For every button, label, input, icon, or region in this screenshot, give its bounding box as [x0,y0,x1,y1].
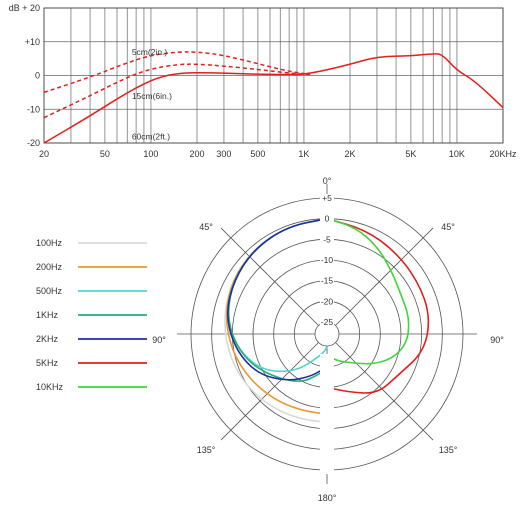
legend-label: 2KHz [36,334,59,344]
x-tick-label: 2K [344,149,355,159]
polar-spoke [335,342,434,441]
polar-curve-2khz [227,217,328,381]
polar-spoke [220,227,319,326]
legend-label: 1KHz [36,310,59,320]
angle-label: 45° [199,222,213,232]
legend-label: 500Hz [36,286,63,296]
radial-tick-label: -15 [321,276,334,286]
series-line-1 [43,51,311,94]
x-tick-label: 1K [298,149,309,159]
polar-curve-10khz [326,217,410,365]
y-tick-label: +10 [25,37,40,47]
curve-annotation: 15cm(6in.) [132,91,172,101]
x-tick-label: 100 [143,149,158,159]
radial-tick-label: 0 [325,214,330,224]
legend-label: 200Hz [36,262,63,272]
angle-label: 0° [323,176,332,186]
legend-label: 5KHz [36,358,59,368]
curve-annotation: 60cm(2ft.) [132,131,170,141]
x-tick-label: 5K [405,149,416,159]
polar-pattern-chart: +5 0 -5 -10 -15 -20 -25 0° 45° 90° 135° 180° 135° 90°… [152,176,504,503]
angle-label: 45° [441,222,455,232]
polar-spoke [220,342,319,441]
x-tick-label: 200 [189,149,204,159]
x-tick-label: 500 [250,149,265,159]
y-tick-label: 0 [35,71,40,81]
scale-strip-lower [320,354,334,474]
x-tick-label: 300 [216,149,231,159]
polar-curve-1khz [227,217,328,382]
y-tick-label: -10 [27,104,40,114]
legend-label: 100Hz [36,238,63,248]
series-line-0 [43,53,504,144]
x-tick-label: 20KHz [489,149,517,159]
angle-label: 135° [197,445,216,455]
y-tick-label: dB + 20 [9,3,40,13]
polar-curve-5khz [326,217,430,394]
radial-tick-label: -10 [321,255,334,265]
x-tick-label: 50 [100,149,110,159]
radial-tick-label: +5 [322,193,332,203]
polar-spoke [335,227,434,326]
x-tick-label: 20 [39,149,49,159]
plot-frame [43,7,504,144]
polar-curve-100hz [224,217,328,424]
angle-label: 180° [318,493,337,503]
x-tick-label: 10K [449,149,465,159]
legend-label: 10KHz [36,382,64,392]
polar-legend: 100Hz 200Hz 500Hz 1KHz 2KHz 5KHz 10KHz [36,238,147,392]
angle-label: 135° [439,445,458,455]
y-tick-label: -20 [27,138,40,148]
radial-tick-label: -25 [321,317,334,327]
angle-label: 90° [490,335,504,345]
radial-tick-label: -20 [321,296,334,306]
curve-annotation: 5cm(2in.) [132,47,168,57]
scale-strip [320,194,334,326]
radial-tick-label: -5 [323,234,331,244]
series-line-2 [43,63,311,119]
angle-label: 90° [152,335,166,345]
